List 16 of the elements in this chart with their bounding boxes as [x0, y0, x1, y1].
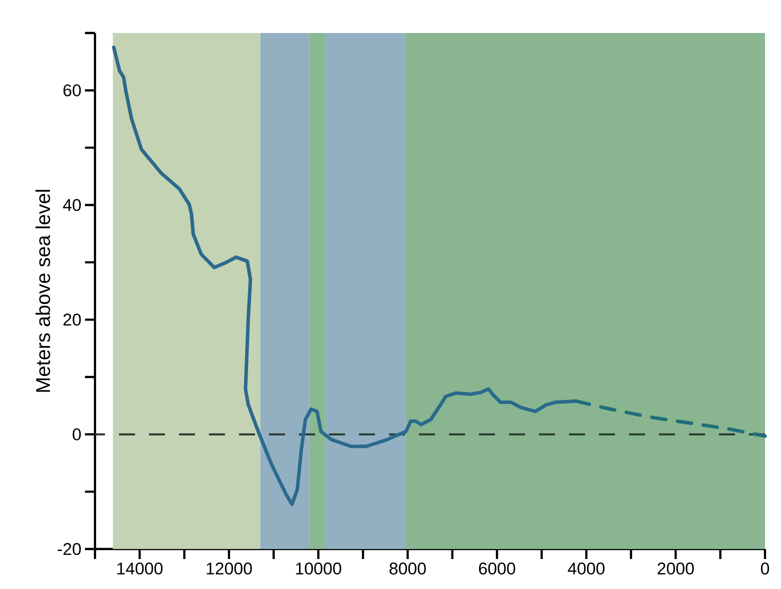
y-axis-title: Meters above sea level — [36, 190, 50, 392]
x-tick-label: 0 — [760, 562, 770, 575]
y-tick-label: 60 — [63, 84, 81, 96]
x-tick-label: 12000 — [206, 562, 252, 575]
y-tick-label: 20 — [63, 314, 81, 326]
y-tick-label: 0 — [72, 428, 81, 440]
line-series — [574, 399, 767, 438]
x-tick-label: 2000 — [658, 562, 694, 575]
x-tick-label: 14000 — [117, 562, 163, 575]
line-series — [112, 46, 578, 506]
x-tick-label: 8000 — [390, 562, 426, 575]
x-tick-label: 6000 — [479, 562, 516, 575]
y-tick-label: -20 — [58, 543, 81, 555]
x-tick-label: 4000 — [568, 562, 605, 575]
x-tick-label: 10000 — [296, 562, 342, 575]
y-tick-label: 40 — [63, 199, 81, 212]
